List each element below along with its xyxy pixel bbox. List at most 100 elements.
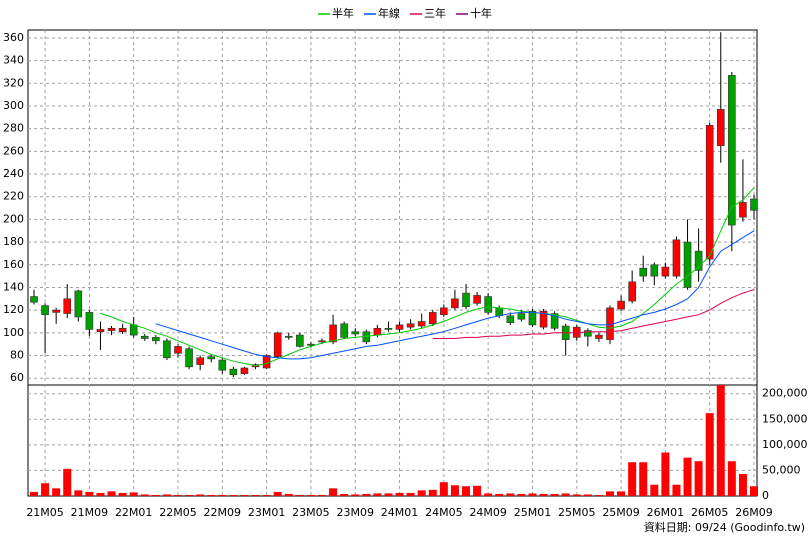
candle-body [617, 300, 625, 310]
y-tick-label: 260 [3, 144, 24, 157]
volume-bar [118, 492, 127, 496]
candle-body [406, 323, 415, 328]
candle-body [384, 327, 393, 330]
y-tick-label: 240 [3, 167, 24, 180]
candle-body [550, 313, 559, 329]
ma-line [155, 230, 755, 360]
volume-bar [129, 492, 138, 496]
volume-bar [406, 492, 415, 496]
volume-bar [63, 468, 72, 496]
volume-bar [484, 493, 493, 496]
y-tick-label: 280 [3, 122, 24, 135]
candle-body [296, 334, 304, 347]
candle-body [118, 327, 127, 332]
candle-body [273, 332, 282, 357]
volume-bar [650, 484, 659, 496]
y-tick-label: 200 [3, 212, 24, 225]
volume-bar [694, 461, 703, 496]
volume-bar [284, 493, 293, 496]
legend-label: 三年 [424, 6, 446, 20]
candle-body [428, 312, 437, 325]
candle-body [584, 330, 592, 337]
volume-bar [561, 493, 570, 496]
candle-body [528, 310, 537, 326]
candle-body [240, 367, 249, 374]
volume-bar [318, 494, 326, 496]
y-tick-label: 160 [3, 258, 24, 271]
candle-body [262, 355, 271, 369]
volume-bar [550, 493, 559, 496]
volume-bar [196, 494, 205, 496]
candle-body [229, 368, 238, 376]
volume-bar [705, 413, 714, 496]
candle-body [484, 296, 492, 313]
candle-body [318, 340, 326, 343]
candle-body [451, 298, 459, 309]
candle-body [440, 307, 448, 315]
volume-bar [462, 486, 470, 496]
volume-bar [628, 462, 637, 496]
volume-bar [738, 474, 747, 496]
candle-body [462, 292, 470, 308]
candle-body [329, 324, 337, 343]
volume-bar [473, 485, 482, 496]
candle-body [373, 327, 382, 336]
candle-body [185, 348, 193, 368]
candle-body [628, 281, 636, 302]
volume-bar [107, 491, 116, 496]
candle-body [351, 331, 360, 335]
volume-bar [450, 485, 459, 496]
volume-bar [517, 493, 526, 496]
candle-body [639, 267, 648, 277]
candle-body [495, 307, 504, 317]
x-tick-label: 21M05 [26, 506, 64, 519]
candle-body [661, 266, 670, 277]
candle-body [650, 264, 659, 277]
x-tick-label: 25M05 [558, 506, 596, 519]
x-tick-label: 26M01 [647, 506, 685, 519]
volume-bar [495, 493, 504, 496]
y2-tick-label: 50,000 [762, 463, 801, 476]
volume-bar [528, 493, 537, 496]
volume-bar [273, 491, 282, 496]
y-tick-label: 340 [3, 54, 24, 67]
candle-body [207, 356, 216, 360]
volume-bar [74, 490, 83, 496]
volume-bar [606, 491, 614, 496]
candle-body [694, 250, 703, 271]
volume-bar [539, 493, 548, 496]
volume-bar [151, 494, 160, 496]
x-tick-label: 26M09 [735, 506, 773, 519]
y2-tick-label: 200,000 [762, 387, 808, 400]
volume-bar [716, 385, 725, 496]
candle-body [683, 241, 692, 288]
volume-bar [417, 490, 426, 496]
candle-body [30, 296, 38, 303]
candle-body [74, 290, 83, 318]
volume-bar [750, 486, 758, 496]
y-tick-label: 320 [3, 76, 24, 89]
x-tick-label: 24M05 [425, 506, 463, 519]
x-tick-label: 23M09 [336, 506, 374, 519]
volume-bar [52, 488, 61, 496]
volume-bar [41, 483, 50, 496]
x-tick-label: 22M05 [159, 506, 197, 519]
x-tick-label: 24M01 [381, 506, 419, 519]
x-tick-label: 22M09 [204, 506, 242, 519]
volume-bar [373, 493, 382, 496]
volume-bar [340, 493, 349, 496]
candle-body [716, 109, 725, 146]
y2-tick-label: 0 [762, 489, 769, 502]
volume-bar [351, 494, 360, 496]
volume-bar [85, 491, 94, 496]
volume-bar [162, 494, 171, 496]
volume-bar [439, 482, 448, 496]
candle-body [140, 335, 149, 339]
footer: 資料日期: 09/24 (Goodinfo.tw) [644, 520, 805, 534]
candle-body [506, 315, 515, 323]
candle-body [539, 310, 548, 328]
x-tick-label: 23M01 [248, 506, 286, 519]
candle-body [107, 327, 116, 331]
volume-bar [174, 494, 182, 496]
